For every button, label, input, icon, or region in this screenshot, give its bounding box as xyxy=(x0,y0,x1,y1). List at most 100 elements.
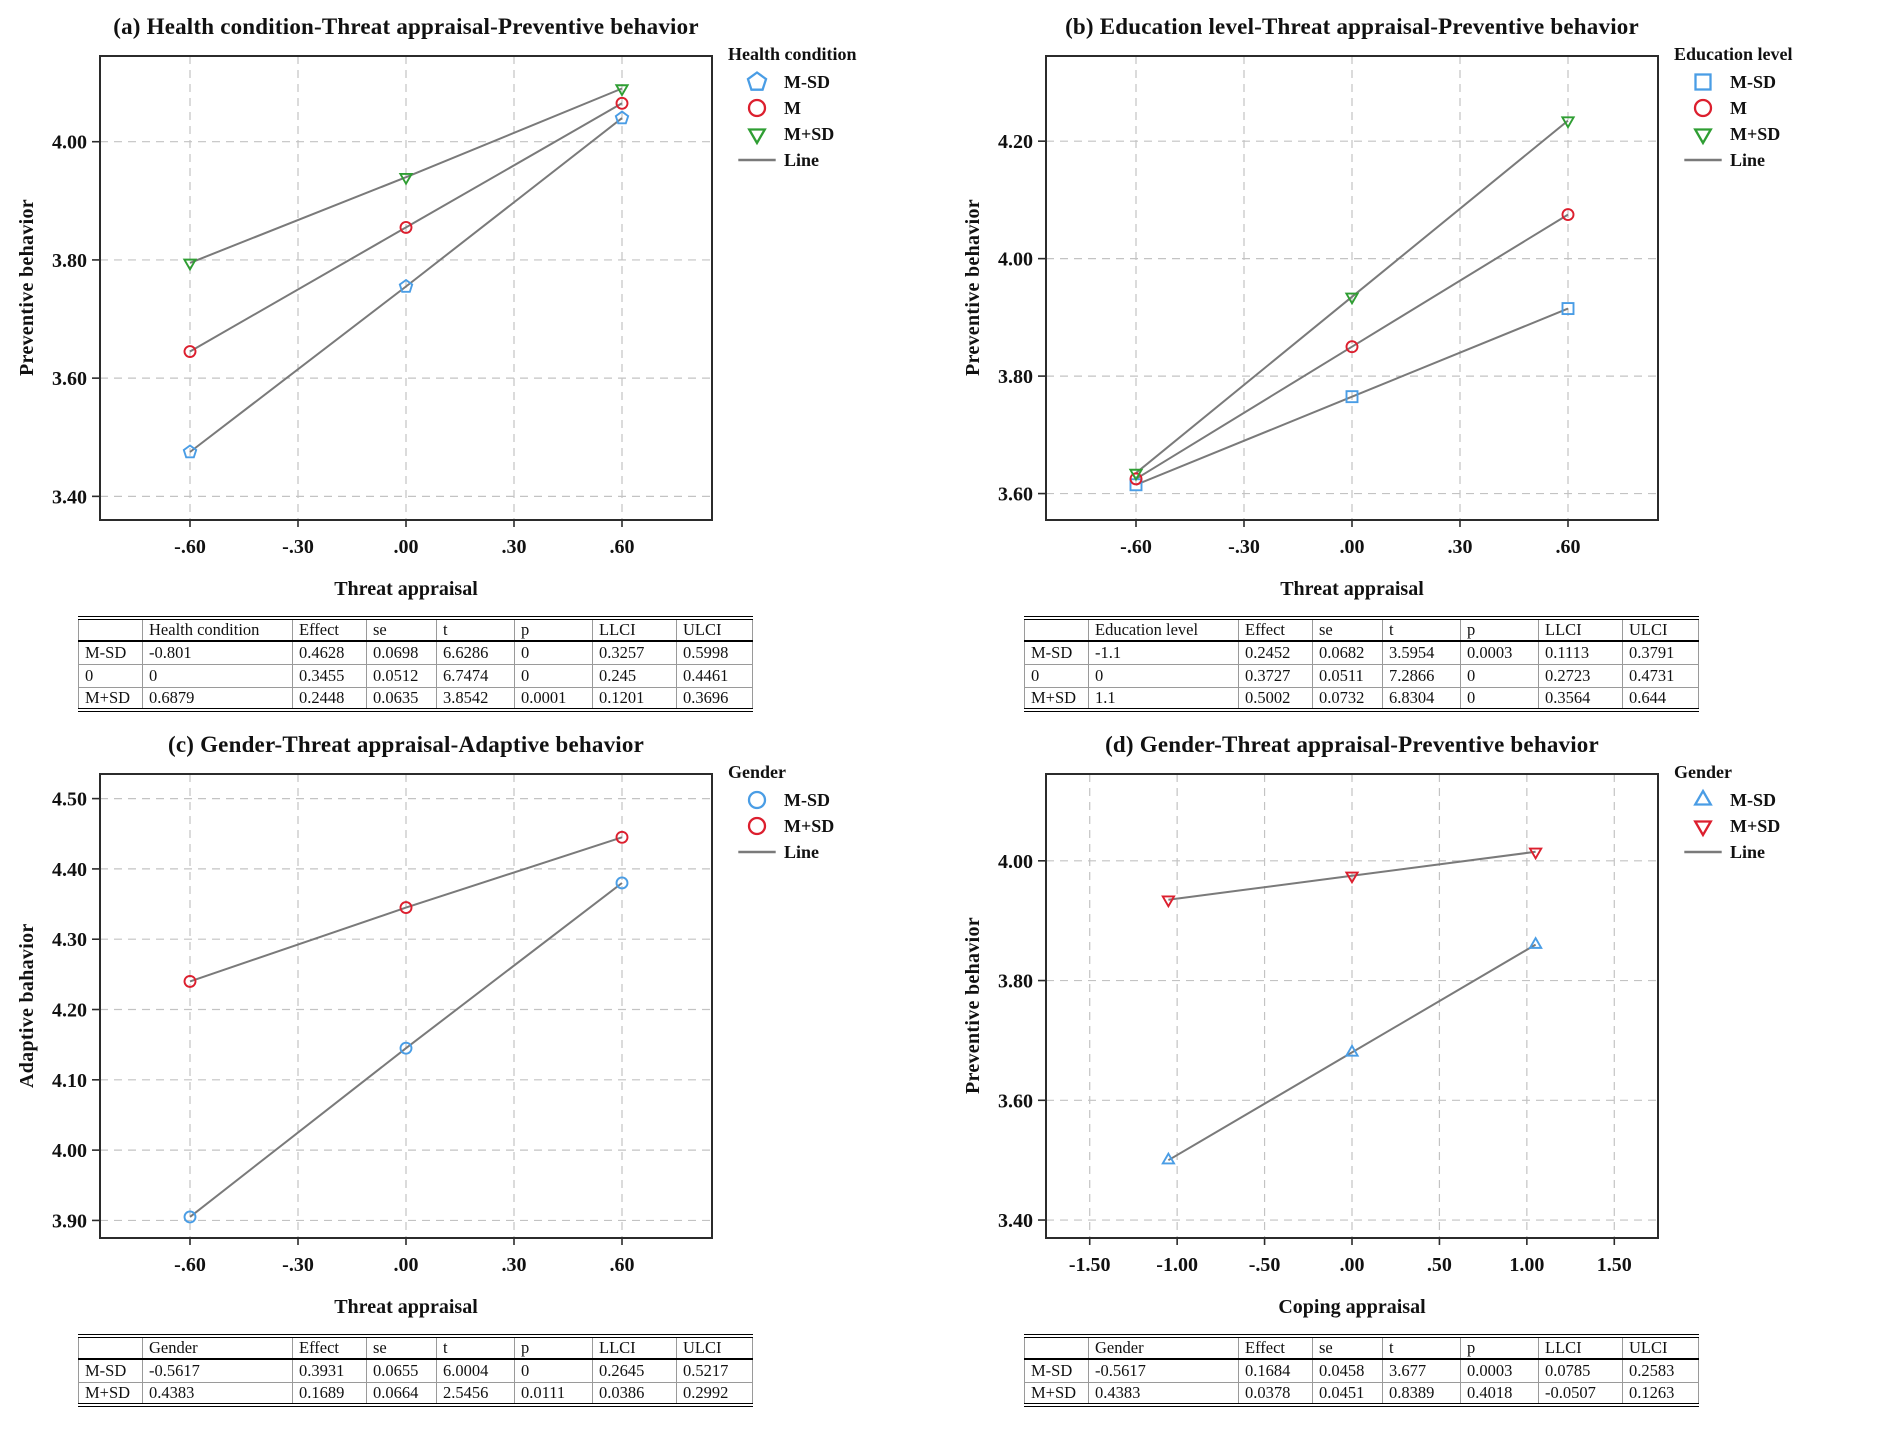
table-header-cell: se xyxy=(366,1335,437,1360)
table-header-cell: ULCI xyxy=(676,617,753,642)
table-cell: 0.4731 xyxy=(1622,663,1699,688)
table-cell: 0.4628 xyxy=(292,640,367,665)
data-point-M-SD xyxy=(614,110,630,125)
legend-item-M-SD: M-SD xyxy=(1672,787,1890,813)
table-row: M+SD 0.4383 0.1689 0.0664 2.5456 0.0111 0.0386… xyxy=(78,1381,753,1406)
x-tick-label: .60 xyxy=(610,1254,635,1276)
data-point-M-SD xyxy=(615,876,629,890)
table-header-cell: p xyxy=(1460,617,1539,642)
table-cell: 0.0451 xyxy=(1312,1381,1383,1406)
table-cell: 0.4018 xyxy=(1460,1381,1539,1406)
table-cell: 0 xyxy=(1088,663,1239,688)
chart-title-d: (d) Gender-Threat appraisal-Preventive b… xyxy=(1105,732,1599,757)
y-tick-label: 3.80 xyxy=(998,971,1033,993)
data-point-M+SD xyxy=(182,258,198,272)
legend-title: Gender xyxy=(1674,762,1732,782)
table-cell: 3.677 xyxy=(1382,1358,1461,1383)
legend-item-label: M+SD xyxy=(1730,123,1781,144)
legend-title: Education level xyxy=(1674,44,1793,64)
table-cell: 6.6286 xyxy=(436,640,515,665)
table-row: M-SD -1.1 0.2452 0.0682 3.5954 0.0003 0.1113 0.… xyxy=(1024,640,1699,665)
table-cell: 0 xyxy=(1460,686,1539,711)
data-point-M+SD xyxy=(614,84,630,97)
data-point-M-SD xyxy=(1345,390,1359,404)
table-row: M+SD 1.1 0.5002 0.0732 6.8304 0 0.3564 0.644 xyxy=(1024,686,1699,711)
legend-item-M-SD: M-SD xyxy=(726,69,944,95)
y-tick-label: 4.40 xyxy=(52,859,87,881)
data-point-M xyxy=(1129,472,1143,486)
legend-a: Health condition M-SD M M+SD Line xyxy=(726,44,944,173)
table-row-label: M+SD xyxy=(78,1381,143,1406)
legend-item-Line: Line xyxy=(1672,839,1890,865)
table-cell: 0.0111 xyxy=(514,1381,593,1406)
table-cell: 0.0003 xyxy=(1460,1358,1539,1383)
table-cell: 0.1684 xyxy=(1238,1358,1313,1383)
data-point-M xyxy=(615,96,629,110)
legend-item-label: M-SD xyxy=(784,71,830,92)
series-line-M+SD xyxy=(189,87,623,264)
x-tick-label: .30 xyxy=(1448,536,1473,558)
legend-marker-circle-icon xyxy=(747,790,767,810)
legend-item-label: M+SD xyxy=(784,123,835,144)
legend-item-label: M-SD xyxy=(1730,789,1776,810)
plot-frame xyxy=(1045,55,1659,521)
legend-marker-circle-icon xyxy=(747,98,767,118)
table-body: M-SD -0.5617 0.1684 0.0458 3.677 0.0003 0.0785… xyxy=(1024,1358,1699,1406)
table-cell: 0.1263 xyxy=(1622,1381,1699,1406)
table-cell: 0.3931 xyxy=(292,1358,367,1383)
table-cell: 0.3696 xyxy=(676,686,753,711)
table-cell: 0.2583 xyxy=(1622,1358,1699,1383)
table-header-cell: ULCI xyxy=(1622,617,1699,642)
y-tick-label: 4.20 xyxy=(52,1000,87,1022)
data-point-M-SD xyxy=(183,1210,197,1224)
panel-c: (c) Gender-Threat appraisal-Adaptive beh… xyxy=(0,718,946,1436)
table-row-label: 0 xyxy=(1024,663,1089,688)
table-header-cell: se xyxy=(1312,617,1383,642)
table-header-cell: p xyxy=(514,617,593,642)
x-tick-label: -.30 xyxy=(282,536,314,558)
y-tick-label: 3.90 xyxy=(52,1210,87,1232)
table-body: M-SD -1.1 0.2452 0.0682 3.5954 0.0003 0.1113 0.… xyxy=(1024,640,1699,711)
data-point-M-SD xyxy=(1561,302,1575,316)
data-point-M+SD xyxy=(1560,116,1576,130)
table-header-cell: Effect xyxy=(1238,1335,1313,1360)
chart-canvas-c: -.60 -.30 .00 .30 .60 3.90 4.00 4.10 4.20 4.30 4.4… xyxy=(52,773,713,1276)
legend-marker-circle-icon xyxy=(747,816,767,836)
x-tick-label: .60 xyxy=(610,536,635,558)
table-row-label: 0 xyxy=(78,663,143,688)
table-cell: 0.0003 xyxy=(1460,640,1539,665)
x-tick-label: .30 xyxy=(502,536,527,558)
table-cell: 0.1113 xyxy=(1538,640,1623,665)
table-cell: 0.0512 xyxy=(366,663,437,688)
legend-marker-triangle-down-icon xyxy=(1693,128,1713,146)
table-header-cell xyxy=(78,617,143,642)
legend-marker-glyph xyxy=(1694,73,1712,91)
table-row: M+SD 0.4383 0.0378 0.0451 0.8389 0.4018 -0.050… xyxy=(1024,1381,1699,1406)
table-row-label: M-SD xyxy=(1024,640,1089,665)
legend-marker-glyph xyxy=(1693,820,1713,838)
y-tick-label: 4.50 xyxy=(52,789,87,811)
table-header-cell: Effect xyxy=(1238,617,1313,642)
y-tick-label: 3.80 xyxy=(998,366,1033,388)
plot-frame xyxy=(99,773,713,1239)
y-tick-label: 3.40 xyxy=(998,1210,1033,1232)
table-cell: 0.2723 xyxy=(1538,663,1623,688)
legend-item-Line: Line xyxy=(726,839,944,865)
table-cell: 0.0732 xyxy=(1312,686,1383,711)
legend-item-Line: Line xyxy=(726,147,944,173)
legend-marker-line-icon xyxy=(738,850,776,854)
legend-marker-triangle-down-icon xyxy=(747,128,767,146)
table-header-cell: Effect xyxy=(292,617,367,642)
table-header-row: Health condition Effect se t p LLCI ULCI xyxy=(78,617,753,642)
data-point-M+SD xyxy=(183,974,197,988)
table-cell: 0.3727 xyxy=(1238,663,1313,688)
results-table-a: Health condition Effect se t p LLCI ULCI M-SD -0… xyxy=(78,616,753,712)
legend-item-label: M-SD xyxy=(784,789,830,810)
legend-item-label: M xyxy=(1730,97,1747,118)
x-axis-label: Threat appraisal xyxy=(334,578,478,600)
table-cell: 3.5954 xyxy=(1382,640,1461,665)
y-tick-label: 4.00 xyxy=(52,132,87,154)
table-header-cell: ULCI xyxy=(1622,1335,1699,1360)
legend-marker-square-icon xyxy=(1694,73,1712,91)
table-cell: 0.0698 xyxy=(366,640,437,665)
